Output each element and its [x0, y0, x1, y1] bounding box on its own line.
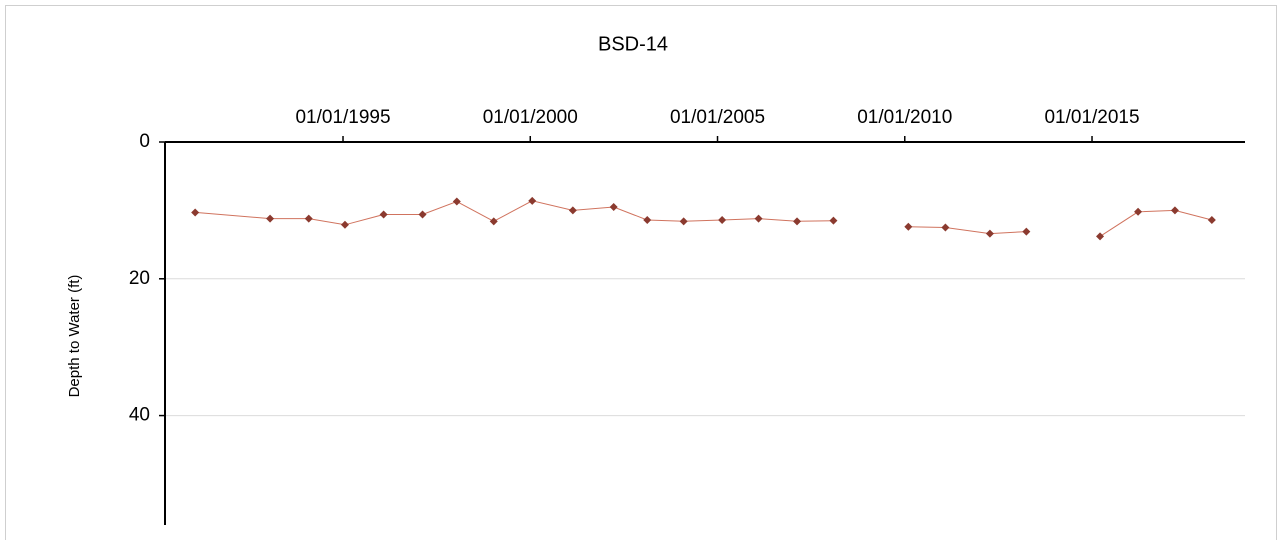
- data-point: [1134, 207, 1143, 216]
- data-point: [1207, 215, 1216, 224]
- data-point: [266, 214, 275, 223]
- data-point: [1170, 206, 1179, 215]
- data-point: [718, 215, 727, 224]
- chart-title: BSD-14: [598, 33, 668, 55]
- frame: [5, 5, 1277, 540]
- data-point: [1022, 227, 1031, 236]
- data-point: [340, 220, 349, 229]
- data-point: [941, 223, 950, 232]
- data-point: [643, 215, 652, 224]
- x-tick-label: 01/01/2015: [1044, 107, 1139, 128]
- data-point: [754, 214, 763, 223]
- data-point: [452, 197, 461, 206]
- data-point: [379, 210, 388, 219]
- data-point: [418, 210, 427, 219]
- x-tick-label: 01/01/2010: [857, 107, 952, 128]
- x-tick-label: 01/01/2000: [483, 107, 578, 128]
- data-point: [829, 216, 838, 225]
- data-point: [568, 206, 577, 215]
- x-tick-label: 01/01/2005: [670, 107, 765, 128]
- data-point: [985, 229, 994, 238]
- data-point: [489, 217, 498, 226]
- data-point: [904, 222, 913, 231]
- y-tick-label: 20: [129, 268, 150, 289]
- data-point: [1096, 232, 1105, 241]
- data-point: [528, 196, 537, 205]
- data-point: [191, 208, 200, 217]
- data-point: [304, 214, 313, 223]
- series-line: [195, 200, 1213, 237]
- data-point: [609, 202, 618, 211]
- data-point: [793, 217, 802, 226]
- y-tick-label: 0: [139, 131, 150, 152]
- y-axis-label: Depth to Water (ft): [66, 275, 83, 398]
- y-tick-label: 40: [129, 405, 150, 426]
- data-point: [679, 217, 688, 226]
- x-tick-label: 01/01/1995: [295, 107, 390, 128]
